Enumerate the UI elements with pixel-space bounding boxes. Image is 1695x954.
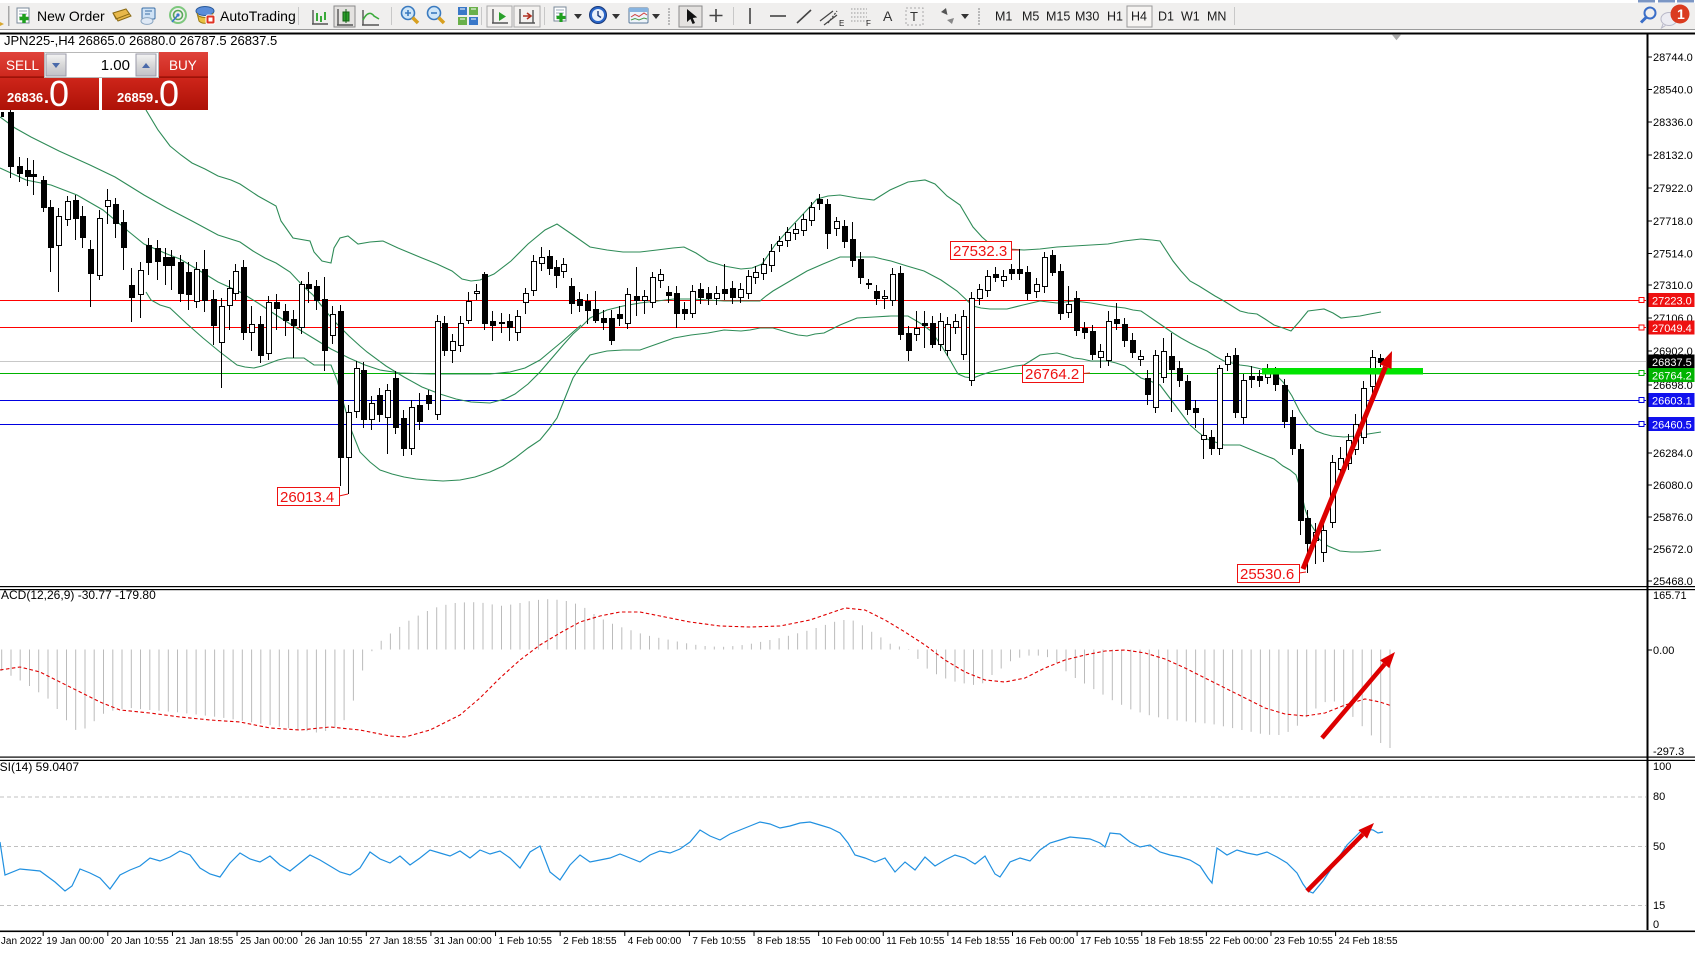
- svg-text:27310.0: 27310.0: [1653, 280, 1693, 292]
- svg-text:M5: M5: [1022, 10, 1039, 24]
- svg-text:27223.0: 27223.0: [1652, 296, 1692, 308]
- svg-text:25672.0: 25672.0: [1653, 544, 1693, 556]
- svg-text:1: 1: [1677, 6, 1685, 22]
- svg-text:27718.0: 27718.0: [1653, 216, 1693, 228]
- svg-text:BUY: BUY: [169, 58, 197, 73]
- svg-text:165.71: 165.71: [1653, 590, 1687, 602]
- svg-text:19 Jan 00:00: 19 Jan 00:00: [46, 936, 104, 947]
- svg-text:0.00: 0.00: [1653, 645, 1674, 657]
- svg-text:RSI(14) 59.0407: RSI(14) 59.0407: [0, 760, 79, 774]
- svg-text:16 Feb 00:00: 16 Feb 00:00: [1016, 936, 1075, 947]
- svg-text:JPN225-,H4 26865.0 26880.0 26: JPN225-,H4 26865.0 26880.0 26787.5 26837…: [4, 33, 277, 48]
- svg-text:M30: M30: [1075, 10, 1099, 24]
- svg-text:18 Feb 18:55: 18 Feb 18:55: [1145, 936, 1204, 947]
- svg-text:31 Jan 00:00: 31 Jan 00:00: [434, 936, 492, 947]
- svg-text:18 Jan 2022: 18 Jan 2022: [0, 936, 42, 947]
- svg-text:100: 100: [1653, 761, 1671, 773]
- svg-text:4 Feb 00:00: 4 Feb 00:00: [628, 936, 682, 947]
- svg-text:-297.3: -297.3: [1653, 746, 1684, 758]
- svg-text:26080.0: 26080.0: [1653, 480, 1693, 492]
- svg-text:AutoTrading: AutoTrading: [220, 8, 296, 24]
- svg-text:27049.4: 27049.4: [1652, 323, 1692, 335]
- svg-text:26460.5: 26460.5: [1652, 420, 1692, 432]
- svg-text:50: 50: [1653, 841, 1665, 853]
- svg-text:D1: D1: [1158, 10, 1174, 24]
- svg-text:26764.2: 26764.2: [1025, 366, 1079, 383]
- svg-text:27514.0: 27514.0: [1653, 249, 1693, 261]
- svg-text:SELL: SELL: [6, 58, 40, 73]
- svg-text:1.00: 1.00: [101, 57, 130, 74]
- svg-text:26764.2: 26764.2: [1652, 371, 1692, 383]
- svg-text:.: .: [154, 87, 159, 107]
- svg-text:25 Jan 00:00: 25 Jan 00:00: [240, 936, 298, 947]
- svg-text:80: 80: [1653, 791, 1665, 803]
- svg-text:0: 0: [159, 73, 179, 114]
- svg-text:24 Feb 18:55: 24 Feb 18:55: [1339, 936, 1398, 947]
- svg-text:14 Feb 18:55: 14 Feb 18:55: [951, 936, 1010, 947]
- svg-text:MACD(12,26,9) -30.77 -179.80: MACD(12,26,9) -30.77 -179.80: [0, 588, 156, 602]
- svg-text:25876.0: 25876.0: [1653, 512, 1693, 524]
- svg-text:M15: M15: [1046, 10, 1070, 24]
- svg-text:F: F: [866, 19, 871, 28]
- svg-text:20 Jan 10:55: 20 Jan 10:55: [111, 936, 169, 947]
- svg-text:26 Jan 10:55: 26 Jan 10:55: [305, 936, 363, 947]
- svg-text:26698.0: 26698.0: [1653, 380, 1693, 392]
- svg-text:28132.0: 28132.0: [1653, 150, 1693, 162]
- svg-text:H1: H1: [1107, 10, 1123, 24]
- svg-text:25530.6: 25530.6: [1240, 566, 1294, 583]
- svg-text:New Order: New Order: [37, 8, 105, 24]
- svg-text:0: 0: [49, 73, 69, 114]
- svg-text:21 Jan 18:55: 21 Jan 18:55: [175, 936, 233, 947]
- svg-text:25468.0: 25468.0: [1653, 576, 1693, 588]
- svg-text:T: T: [910, 9, 918, 24]
- svg-text:1 Feb 10:55: 1 Feb 10:55: [499, 936, 553, 947]
- svg-text:26836: 26836: [7, 90, 43, 105]
- svg-text:M1: M1: [995, 10, 1012, 24]
- svg-text:2 Feb 18:55: 2 Feb 18:55: [563, 936, 617, 947]
- svg-text:H4: H4: [1131, 10, 1147, 24]
- svg-text:0: 0: [1653, 919, 1659, 931]
- svg-text:E: E: [839, 19, 844, 28]
- svg-text:27922.0: 27922.0: [1653, 183, 1693, 195]
- svg-text:27 Jan 18:55: 27 Jan 18:55: [369, 936, 427, 947]
- svg-text:26603.1: 26603.1: [1652, 396, 1692, 408]
- svg-text:7 Feb 10:55: 7 Feb 10:55: [692, 936, 746, 947]
- svg-text:28540.0: 28540.0: [1653, 85, 1693, 97]
- svg-text:26284.0: 26284.0: [1653, 448, 1693, 460]
- svg-text:26859: 26859: [117, 90, 153, 105]
- svg-text:11 Feb 10:55: 11 Feb 10:55: [886, 936, 945, 947]
- svg-text:26837.5: 26837.5: [1652, 357, 1692, 369]
- svg-text:23 Feb 10:55: 23 Feb 10:55: [1274, 936, 1333, 947]
- svg-text:28336.0: 28336.0: [1653, 117, 1693, 129]
- svg-text:10 Feb 00:00: 10 Feb 00:00: [822, 936, 881, 947]
- svg-text:26013.4: 26013.4: [280, 489, 334, 506]
- svg-text:.: .: [44, 87, 49, 107]
- svg-text:8 Feb 18:55: 8 Feb 18:55: [757, 936, 811, 947]
- svg-text:27532.3: 27532.3: [953, 243, 1007, 260]
- svg-text:A: A: [883, 8, 893, 24]
- svg-text:28744.0: 28744.0: [1653, 52, 1693, 64]
- svg-text:MN: MN: [1207, 10, 1226, 24]
- svg-text:22 Feb 00:00: 22 Feb 00:00: [1209, 936, 1268, 947]
- svg-text:17 Feb 10:55: 17 Feb 10:55: [1080, 936, 1139, 947]
- svg-text:15: 15: [1653, 900, 1665, 912]
- svg-text:W1: W1: [1181, 10, 1200, 24]
